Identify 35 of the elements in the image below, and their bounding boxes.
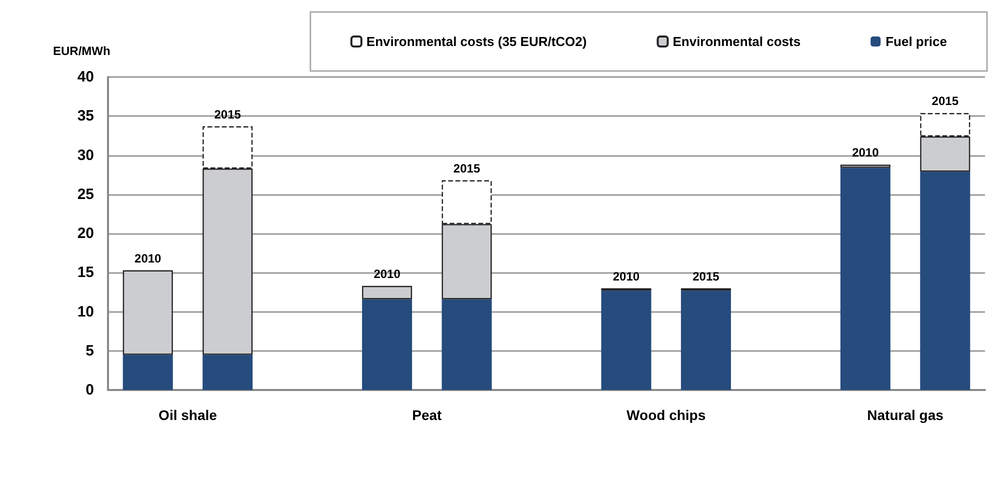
text: Wood chips [626,407,706,423]
text: Natural gas [867,407,944,423]
bar [122,270,173,355]
bar [202,354,253,390]
legend-label: Environmental costs [672,34,801,49]
y-tick-label: 10 [77,303,94,320]
bar [601,290,652,390]
y-tick-label: 5 [86,342,94,360]
bar [362,286,412,300]
x-tick-label: 2010 [134,251,162,266]
y-tick-label: 20 [77,225,94,242]
bar [840,168,890,390]
legend-label: Fuel price [886,34,948,49]
x-tick-label: 2015 [214,107,242,122]
bar [122,354,173,390]
bar [362,299,412,390]
text: Oil shale [158,407,218,423]
x-tick-label: 2010 [374,266,401,281]
y-tick-label: 25 [77,186,94,203]
bar [680,290,731,390]
y-axis-title: EUR/MWh [53,44,110,58]
bar [442,299,492,390]
y-tick-label: 40 [77,68,94,86]
x-tick-label: 2010 [852,146,880,160]
x-tick-label: 2010 [612,269,640,284]
legend-label: Environmental costs (35 EUR/tCO2) [366,34,587,49]
x-tick-label: 2015 [453,161,480,176]
x-tick-label: 2015 [692,269,720,284]
y-tick-label: 15 [77,264,94,282]
bar [920,172,970,390]
y-tick-label: 35 [77,108,94,125]
y-tick-label: 0 [86,382,94,398]
x-tick-label: 2015 [932,94,959,108]
y-tick-label: 30 [77,146,94,164]
text: Peat [412,407,442,423]
